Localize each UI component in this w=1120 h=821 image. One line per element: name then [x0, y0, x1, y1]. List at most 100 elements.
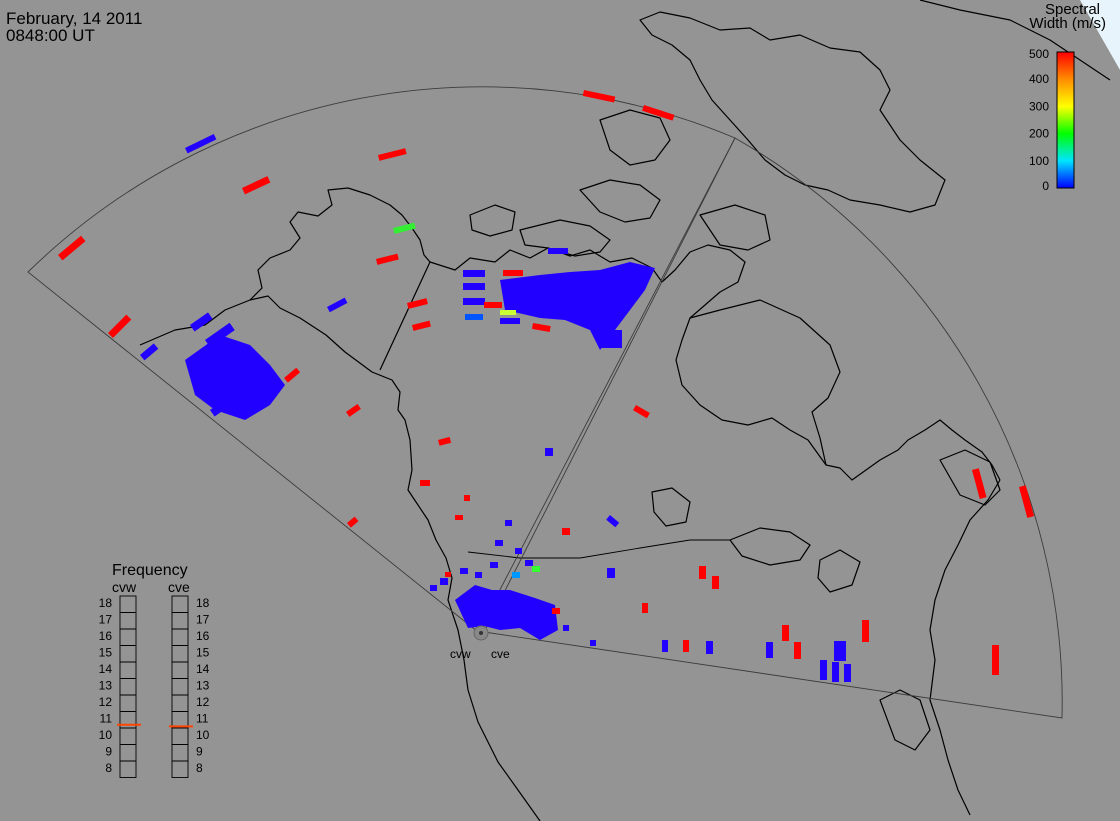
echo-cell-red [562, 528, 570, 535]
frequency-cell [171, 645, 189, 663]
echo-cell-red [412, 320, 431, 331]
frequency-tick-label: 15 [99, 646, 113, 660]
echo-cluster-arctic [463, 248, 655, 350]
echo-cell-red [464, 495, 470, 501]
frequency-cell [171, 760, 189, 778]
colorbar-tick-label: 100 [1029, 154, 1049, 168]
echo-cell-green [393, 222, 416, 234]
echo-cell-red [484, 302, 502, 308]
frequency-ticks-left: 18 17 16 15 14 13 12 11 10 9 8 [99, 596, 113, 775]
frequency-cell [119, 661, 137, 679]
frequency-cell [171, 744, 189, 762]
coastline-alaska [139, 295, 541, 821]
lake-huron [817, 549, 861, 593]
echo-cell [240, 380, 270, 406]
frequency-tick-label: 10 [99, 728, 113, 742]
echo-cell [662, 640, 668, 652]
frequency-tick-label: 16 [99, 629, 113, 643]
echo-cell-red [347, 516, 359, 528]
echo-cell [210, 395, 236, 417]
colorbar-tick-label: 300 [1029, 99, 1049, 113]
echo-cluster-red [57, 90, 1035, 675]
frequency-panel: Frequency cvw cve 18 17 16 15 14 13 12 11 10 9 8 1… [99, 562, 210, 778]
echo-cell-red [642, 105, 675, 121]
lake-superior [729, 527, 811, 566]
frequency-tick-label: 9 [196, 745, 203, 759]
frequency-tick-label: 18 [99, 596, 113, 610]
echo-cell [600, 330, 622, 348]
echo-cell-red [445, 572, 451, 577]
frequency-cell [171, 628, 189, 646]
island-melville [579, 179, 661, 223]
radar-label-cvw: cvw [450, 647, 471, 661]
island-newfoundland [939, 449, 1001, 506]
frequency-label-cve: cve [168, 579, 190, 595]
echo-cell-red [284, 367, 301, 383]
coastline-hudson-bay [689, 299, 841, 466]
frequency-tick-label: 17 [196, 613, 210, 627]
echo-cell-red [407, 298, 428, 309]
echo-cell [515, 548, 522, 554]
echo-cell-green [532, 566, 540, 572]
echo-patch-arctic-1 [500, 262, 655, 350]
frequency-cell [119, 678, 137, 696]
echo-cell-red [420, 480, 430, 486]
echo-cell [820, 660, 827, 680]
echo-cell [545, 448, 553, 456]
echo-cluster-alaska [140, 133, 348, 420]
frequency-cell [171, 694, 189, 712]
echo-cell-red [992, 645, 999, 675]
echo-cluster-east [590, 640, 851, 682]
echo-cell-red [531, 323, 551, 333]
colorbar-tick-label: 0 [1042, 179, 1049, 193]
frequency-title: Frequency [112, 562, 188, 579]
echo-cell-red [1019, 485, 1035, 518]
frequency-tick-label: 10 [196, 728, 210, 742]
frequency-cell [119, 727, 137, 745]
echo-cell-red [438, 436, 452, 446]
frequency-tick-label: 15 [196, 646, 210, 660]
frequency-cell [119, 694, 137, 712]
boundaries [379, 261, 730, 559]
echo-cell [832, 662, 839, 682]
frequency-tick-label: 12 [196, 695, 210, 709]
frequency-tick-label: 14 [99, 662, 113, 676]
echo-cell [463, 298, 485, 305]
frequency-cell [119, 760, 137, 778]
echo-cell-red [552, 608, 560, 614]
island-victoria [519, 219, 611, 257]
header-time: 0848:00 UT [6, 26, 95, 45]
radar-sites: cvw cve [450, 625, 510, 661]
echo-cell [706, 641, 713, 654]
echo-cell-red [108, 314, 132, 338]
fov-cve [483, 137, 1063, 719]
colorbar-ticks: 500 400 300 200 100 0 [1029, 47, 1049, 193]
echo-cell [590, 640, 596, 646]
echo-cell-red [57, 235, 86, 261]
echo-patch-alaska-1 [185, 335, 285, 420]
echo-cell [606, 515, 620, 528]
coastline-east [929, 479, 1001, 816]
echo-cell-red [376, 253, 399, 265]
frequency-tick-label: 8 [105, 761, 112, 775]
colorbar-title-line2: Width (m/s) [1029, 15, 1106, 32]
echo-cell [834, 641, 846, 661]
us-canada-border [467, 539, 730, 559]
echo-cell-red [633, 405, 650, 419]
frequency-tick-label: 9 [105, 745, 112, 759]
frequency-tick-label: 17 [99, 613, 113, 627]
echo-cell [490, 562, 498, 568]
island-banks [469, 204, 516, 237]
frequency-tick-label: 13 [196, 679, 210, 693]
colorbar-tick-label: 500 [1029, 47, 1049, 61]
colorbar-tick-label: 400 [1029, 72, 1049, 86]
echo-cell-yellow [500, 310, 516, 315]
echo-cell [500, 318, 520, 324]
echo-cluster-radar [430, 448, 620, 640]
frequency-tick-label: 8 [196, 761, 203, 775]
frequency-cell [119, 645, 137, 663]
header-date: February, 14 2011 [6, 9, 143, 28]
echo-cell-red [972, 468, 987, 499]
